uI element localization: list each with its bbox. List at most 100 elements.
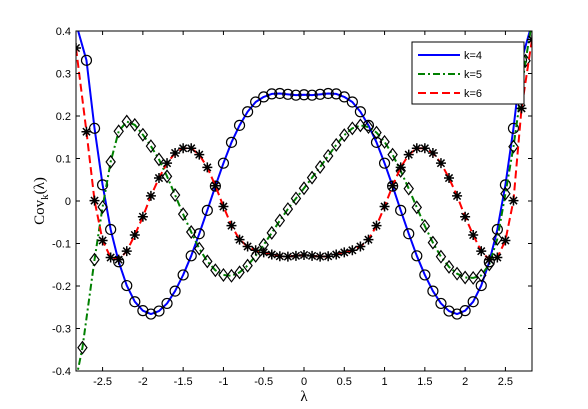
series-point-k6 [258,247,269,258]
series-point-k4 [459,305,471,317]
series-point-k6 [508,195,519,206]
series-point-k6 [242,241,253,252]
series-point-k6 [162,158,173,169]
y-tick-label: -0.1 [52,239,71,251]
series-point-k6 [427,147,438,158]
series-point-k4 [427,285,439,297]
series-point-k6 [403,149,414,160]
series-point-k5 [500,186,511,201]
series-point-k6 [411,143,422,154]
series-line-k5 [76,31,532,371]
series-point-k5 [234,265,245,280]
x-axis-label: λ [300,389,308,405]
series-point-k4 [354,106,366,118]
series-point-k4 [282,88,294,100]
series-point-k6 [218,201,229,212]
x-tick-label: -2 [138,376,148,388]
legend: k=4 k=5 k=6 [411,41,525,105]
series-point-k5 [298,181,310,196]
series-point-k6 [307,250,318,261]
series-point-k6 [202,162,213,173]
series-point-k5 [492,231,503,246]
series-point-k6 [234,234,245,245]
series-point-k4 [201,204,213,216]
series-point-k5 [242,258,253,273]
series-k5 [76,31,532,371]
series-point-k6 [331,249,342,260]
series-point-k6 [178,143,189,154]
series-point-k6 [121,246,132,257]
series-point-k5 [443,259,455,274]
series-point-k5 [129,117,141,132]
series-point-k6 [419,143,430,154]
series-point-k5 [290,191,302,206]
y-axis-label-base: Cov [32,199,48,225]
series-point-k6 [371,220,382,231]
series-point-k5 [194,241,205,256]
x-tick-label: -1 [219,376,229,388]
series-point-k5 [330,137,342,152]
x-tick-label: -2.5 [93,376,112,388]
series-point-k5 [387,147,398,162]
series-point-k5 [202,254,213,269]
series-point-k6 [347,245,358,256]
series-point-k5 [355,118,366,133]
series-point-k6 [105,252,116,263]
series-point-k6 [379,201,390,212]
series-point-k4 [242,106,254,118]
x-tick-label: 0 [301,376,307,388]
series-point-k4 [330,88,342,100]
series-line-k4 [77,31,531,316]
series-point-k4 [105,223,117,236]
series-point-k4 [395,204,407,216]
series-point-k5 [451,266,463,281]
series-point-k4 [322,87,334,100]
series-point-k6 [355,241,366,252]
series-point-k4 [153,305,165,317]
series-point-k6 [476,246,487,257]
series-point-k6 [97,235,108,246]
series-point-k5 [89,252,100,267]
series-point-k4 [161,297,173,310]
series-point-k5 [282,202,294,217]
series-point-k6 [323,251,334,262]
series-point-k4 [338,91,350,103]
series-point-k4 [378,157,391,169]
series-point-k5 [314,160,326,174]
x-tick-label: 1.5 [417,376,432,388]
series-point-k5 [153,152,165,167]
series-point-k5 [508,139,519,154]
series-point-k5 [419,219,431,234]
series-point-k4 [435,297,447,310]
series-point-k5 [475,268,487,283]
series-k6 [76,34,532,265]
series-point-k5 [363,120,374,135]
y-tick-label: 0.1 [56,154,71,166]
series-point-k5 [145,139,157,154]
series-point-k6 [153,173,164,184]
series-point-k4 [185,250,197,262]
series-point-k5 [403,181,414,196]
series-point-k6 [339,247,350,258]
series-point-k4 [298,89,310,101]
y-tick-label: 0 [65,196,71,208]
y-axis-label: Covk(λ) [32,177,51,225]
x-tick-label: -1.5 [174,376,193,388]
series-point-k4 [233,119,246,131]
series-point-k5 [266,225,278,240]
x-tick-label: 2.5 [498,376,513,388]
series-point-k5 [427,235,439,250]
x-tick-label: -0.5 [254,376,273,388]
series-point-k4 [80,54,93,66]
series-point-k5 [185,225,197,240]
series-point-k5 [105,154,116,169]
y-tick-label: -0.3 [52,324,71,336]
series-point-k6 [435,158,446,169]
series-point-k4 [403,228,415,240]
series-point-k6 [444,173,455,184]
series-point-k5 [274,213,286,228]
series-point-k6 [452,190,463,201]
series-point-k4 [121,279,133,292]
series-point-k6 [484,254,495,265]
series-point-k5 [121,114,133,129]
